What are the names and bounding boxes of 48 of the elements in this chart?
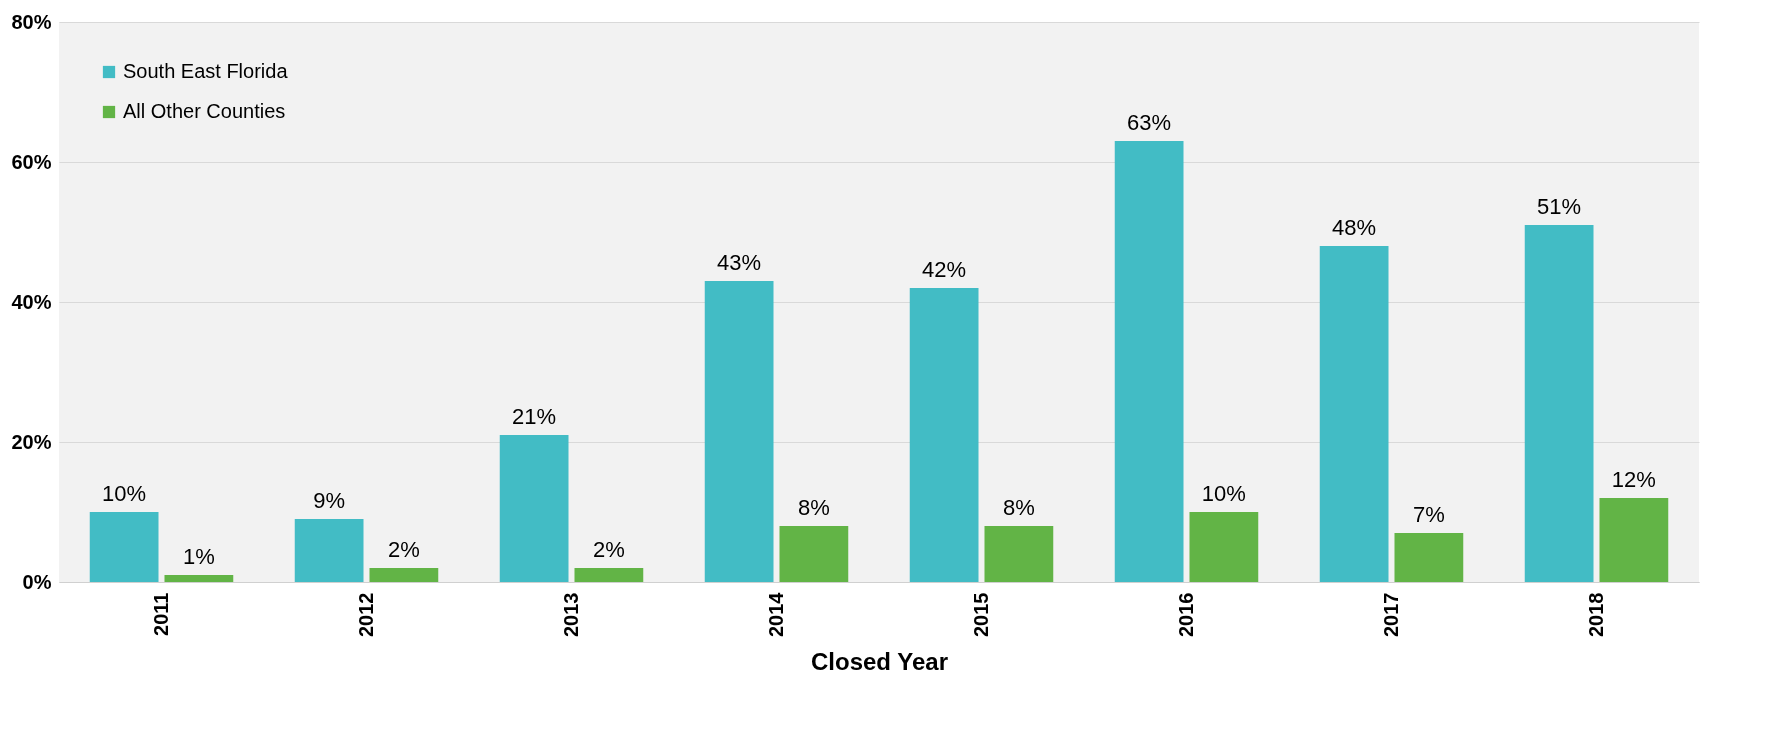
bar — [984, 526, 1054, 582]
x-tick-label: 2017 — [1379, 592, 1402, 637]
data-label: 42% — [922, 257, 967, 282]
bar — [1114, 141, 1184, 582]
data-label: 8% — [797, 495, 830, 520]
bar — [704, 281, 774, 582]
y-tick-label: 40% — [11, 290, 52, 313]
data-label: 12% — [1611, 467, 1656, 492]
legend-label: South East Florida — [123, 60, 289, 82]
x-tick-label: 2014 — [764, 591, 787, 637]
bar — [294, 519, 364, 582]
data-label: 10% — [102, 481, 147, 506]
bar — [1599, 498, 1669, 582]
data-label: 43% — [717, 250, 762, 275]
bar — [369, 568, 439, 582]
data-label: 10% — [1201, 481, 1246, 506]
bar — [909, 288, 979, 582]
data-label: 9% — [313, 488, 346, 513]
data-label: 2% — [592, 537, 625, 562]
x-tick-label: 2018 — [1584, 592, 1607, 637]
y-tick-label: 0% — [22, 570, 52, 593]
y-tick-label: 60% — [11, 150, 52, 173]
y-tick-label: 20% — [11, 430, 52, 453]
bar — [1394, 533, 1464, 582]
x-tick-label: 2015 — [969, 592, 992, 637]
legend-label: All Other Counties — [123, 100, 286, 122]
x-tick-label: 2013 — [559, 592, 582, 637]
data-label: 7% — [1412, 502, 1445, 527]
x-tick-label: 2016 — [1174, 592, 1197, 637]
data-label: 2% — [387, 537, 420, 562]
y-tick-label: 80% — [11, 10, 52, 33]
bar — [1524, 225, 1594, 582]
bar — [1189, 512, 1259, 582]
data-label: 48% — [1332, 215, 1377, 240]
data-label: 21% — [512, 404, 557, 429]
bar — [1319, 246, 1389, 582]
x-tick-label: 2011 — [149, 592, 172, 636]
data-label: 51% — [1537, 194, 1582, 219]
data-label: 1% — [182, 544, 215, 569]
data-label: 63% — [1127, 110, 1172, 135]
data-label: 8% — [1002, 495, 1035, 520]
bar — [164, 575, 234, 582]
x-tick-label: 2012 — [354, 592, 377, 637]
bar — [779, 526, 849, 582]
bar — [89, 512, 159, 582]
x-axis-title: Closed Year — [811, 647, 948, 675]
bar — [574, 568, 644, 582]
bar — [499, 435, 569, 582]
